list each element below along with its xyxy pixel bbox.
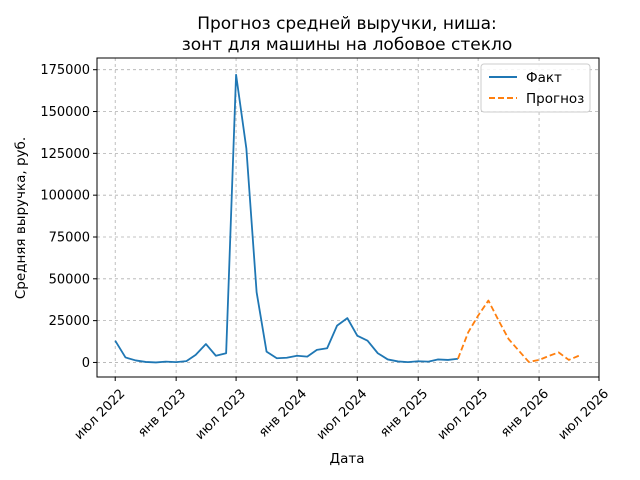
x-tick-label: янв 2024 — [256, 386, 310, 440]
y-tick-label: 50000 — [49, 272, 90, 287]
legend-label-fact: Факт — [526, 70, 562, 86]
y-axis-label: Средняя выручка, руб. — [13, 137, 29, 299]
x-tick-label: янв 2023 — [135, 386, 189, 440]
x-tick-label: июл 2025 — [435, 386, 492, 443]
y-tick-label: 175000 — [40, 63, 90, 78]
x-tick-label: янв 2025 — [377, 386, 431, 440]
y-tick-label: 25000 — [49, 314, 90, 329]
y-tick-label: 0 — [82, 356, 90, 371]
x-tick-label: июл 2024 — [314, 386, 371, 443]
chart-title-line-2: зонт для машины на лобовое стекло — [182, 35, 513, 55]
y-tick-label: 100000 — [40, 189, 90, 204]
y-axis-ticks: 0 25000 50000 75000 100000 125000 150000 175000 — [40, 63, 97, 371]
legend-label-forecast: Прогноз — [526, 91, 584, 107]
x-tick-label: июл 2022 — [72, 386, 129, 443]
x-tick-label: июл 2023 — [193, 386, 250, 443]
x-tick-label: июл 2026 — [556, 386, 613, 443]
series-line-fact — [114, 73, 459, 364]
y-tick-label: 75000 — [49, 230, 90, 245]
series-lines — [114, 73, 580, 364]
plot-frame — [96, 57, 600, 378]
series-line-forecast — [457, 299, 580, 363]
y-tick-label: 125000 — [40, 147, 90, 162]
x-axis-label: Дата — [330, 451, 365, 467]
legend: Факт Прогноз — [480, 63, 591, 113]
x-axis-ticks: июл 2022 янв 2023 июл 2023 янв 2024 июл 2024… — [72, 377, 612, 443]
chart-title-line-1: Прогноз средней выручки, ниша: — [197, 14, 497, 34]
x-tick-label: янв 2026 — [498, 386, 552, 440]
y-tick-label: 150000 — [40, 105, 90, 120]
